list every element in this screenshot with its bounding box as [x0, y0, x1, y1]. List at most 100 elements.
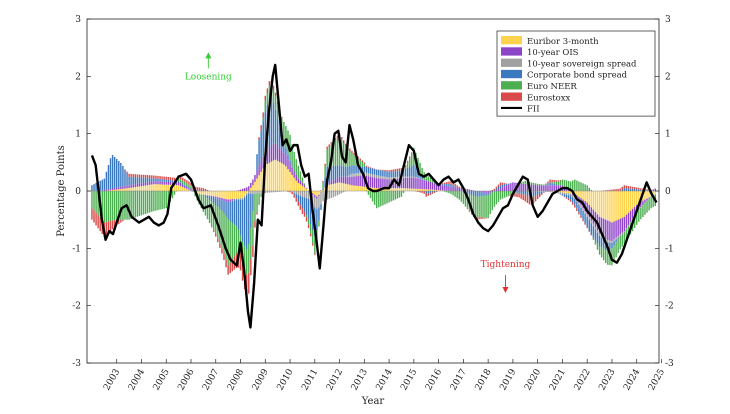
bar-10-year-ois-20 [133, 185, 134, 188]
bar-10-year-sovereign-spread-81 [258, 191, 259, 193]
bar-eurostoxx-10 [112, 221, 113, 230]
bar-corporate-bond-spread-19 [130, 177, 131, 185]
bar-euro-neer-142 [384, 191, 385, 204]
bar-euro-neer-68 [232, 223, 233, 259]
bar-corporate-bond-spread-152 [405, 169, 406, 177]
bar-euro-neer-48 [190, 186, 191, 189]
ytick-label-left-2: -1 [72, 244, 81, 254]
bar-10-year-ois-158 [417, 178, 418, 189]
bar-corporate-bond-spread-36 [166, 180, 167, 182]
legend-label-10-year-ois: 10-year OIS [527, 48, 579, 58]
bar-corporate-bond-spread-11 [114, 157, 115, 188]
bar-euro-neer-149 [399, 191, 400, 198]
bar-corporate-bond-spread-133 [366, 167, 367, 173]
bar-corporate-bond-spread-83 [263, 121, 264, 156]
bar-10-year-ois-57 [209, 196, 210, 197]
bar-corporate-bond-spread-141 [382, 171, 383, 177]
bar-euro-neer-197 [498, 191, 499, 202]
bar-10-year-ois-65 [225, 199, 226, 202]
bar-10-year-ois-11 [114, 188, 115, 190]
xtick-label-20: 2023 [597, 367, 617, 392]
bar-10-year-ois-258 [624, 217, 625, 231]
bar-euro-neer-15 [122, 191, 123, 220]
bar-euribor-3-month-252 [611, 191, 612, 223]
bar-euro-neer-28 [149, 191, 150, 213]
bar-corporate-bond-spread-69 [234, 200, 235, 224]
bar-euribor-3-month-250 [607, 191, 608, 221]
bar-corporate-bond-spread-70 [236, 200, 237, 227]
bar-euribor-3-month-155 [411, 189, 412, 191]
bar-euro-neer-267 [642, 206, 643, 217]
bar-eurostoxx-198 [500, 182, 501, 185]
bar-euribor-3-month-122 [343, 183, 344, 191]
bar-corporate-bond-spread-200 [504, 184, 505, 186]
bar-eurostoxx-3 [97, 215, 98, 228]
bar-euro-neer-2 [95, 191, 96, 213]
bar-10-year-ois-166 [434, 183, 435, 190]
bar-eurostoxx-97 [291, 192, 292, 194]
bar-10-year-ois-117 [333, 180, 334, 184]
bar-euribor-3-month-123 [345, 184, 346, 191]
bar-10-year-sovereign-spread-258 [624, 231, 625, 232]
bar-euro-neer-201 [506, 191, 507, 197]
bar-10-year-ois-73 [242, 189, 243, 191]
bar-euribor-3-month-120 [339, 182, 340, 191]
bar-corporate-bond-spread-177 [456, 187, 457, 188]
bar-corporate-bond-spread-101 [300, 196, 301, 205]
bar-10-year-sovereign-spread-112 [322, 191, 323, 201]
bar-euribor-3-month-94 [285, 166, 286, 191]
bar-10-year-ois-29 [151, 182, 152, 185]
bar-euribor-3-month-87 [271, 162, 272, 191]
bar-10-year-sovereign-spread-255 [617, 236, 618, 238]
bar-10-year-ois-43 [180, 184, 181, 187]
bar-10-year-ois-139 [378, 178, 379, 188]
bar-10-year-ois-121 [341, 177, 342, 183]
bar-corporate-bond-spread-80 [256, 154, 257, 170]
ytick-label-left-1: -2 [72, 302, 81, 312]
bar-eurostoxx-18 [128, 174, 129, 177]
bar-eurostoxx-178 [459, 187, 460, 188]
bar-euro-neer-122 [343, 143, 344, 166]
bar-euro-neer-106 [310, 224, 311, 234]
bar-eurostoxx-177 [456, 185, 457, 186]
bar-euro-neer-80 [256, 194, 257, 213]
bar-corporate-bond-spread-4 [99, 181, 100, 191]
bar-euro-neer-180 [463, 192, 464, 203]
bar-euro-neer-47 [188, 184, 189, 187]
bar-eurostoxx-208 [520, 194, 521, 199]
bar-corporate-bond-spread-253 [613, 241, 614, 245]
bar-euribor-3-month-33 [159, 184, 160, 191]
bar-eurostoxx-83 [263, 112, 264, 117]
bar-eurostoxx-15 [122, 220, 123, 221]
bar-eurostoxx-243 [593, 239, 594, 240]
bar-10-year-ois-255 [617, 220, 618, 236]
bar-euro-neer-66 [227, 220, 228, 266]
bar-euro-neer-40 [174, 191, 175, 195]
bar-euribor-3-month-22 [137, 187, 138, 191]
bar-10-year-ois-171 [444, 186, 445, 191]
bar-euro-neer-76 [248, 244, 249, 273]
legend-swatch-eurostoxx [501, 93, 522, 101]
bar-euribor-3-month-146 [393, 188, 394, 191]
bar-euribor-3-month-23 [139, 186, 140, 191]
bar-euro-neer-78 [252, 211, 253, 245]
bar-10-year-ois-103 [304, 185, 305, 187]
bar-corporate-bond-spread-227 [560, 194, 561, 195]
bar-euro-neer-233 [572, 180, 573, 191]
bar-eurostoxx-39 [172, 177, 173, 180]
bar-corporate-bond-spread-119 [337, 165, 338, 177]
bar-corporate-bond-spread-35 [163, 179, 164, 181]
bar-eurostoxx-205 [514, 194, 515, 197]
bar-euro-neer-155 [411, 153, 412, 166]
bar-corporate-bond-spread-0 [91, 185, 92, 191]
bar-10-year-sovereign-spread-100 [298, 191, 299, 195]
bar-corporate-bond-spread-123 [345, 167, 346, 177]
bar-corporate-bond-spread-105 [308, 199, 309, 219]
bar-euribor-3-month-96 [289, 172, 290, 191]
bar-10-year-ois-15 [122, 186, 123, 188]
bar-euro-neer-0 [91, 191, 92, 208]
bar-eurostoxx-171 [444, 183, 445, 184]
bar-euro-neer-11 [114, 191, 115, 220]
bar-eurostoxx-38 [170, 177, 171, 180]
bar-eurostoxx-219 [543, 192, 544, 193]
